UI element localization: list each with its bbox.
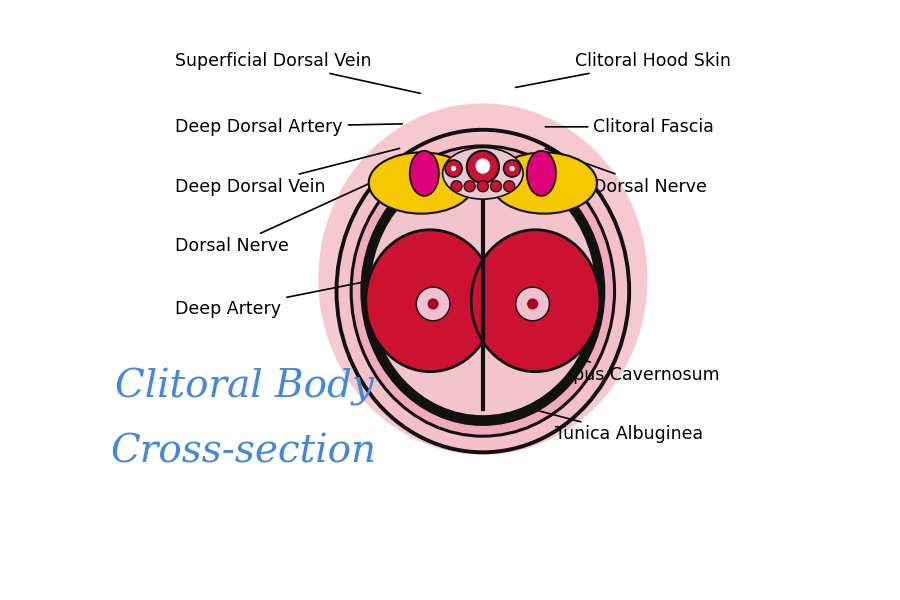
Ellipse shape (370, 167, 596, 415)
Text: Cross-section: Cross-section (111, 434, 377, 471)
Text: Tunica Albuginea: Tunica Albuginea (494, 399, 703, 443)
Text: Clitoral Hood Skin: Clitoral Hood Skin (516, 52, 732, 88)
Ellipse shape (475, 158, 491, 174)
Ellipse shape (319, 103, 647, 455)
Ellipse shape (337, 130, 629, 452)
Circle shape (417, 287, 450, 321)
Ellipse shape (351, 146, 615, 436)
Ellipse shape (369, 152, 474, 214)
Ellipse shape (443, 148, 523, 199)
Text: Deep Artery: Deep Artery (176, 274, 406, 318)
Circle shape (504, 181, 515, 192)
Circle shape (451, 181, 462, 192)
Text: Corpus Cavernosum: Corpus Cavernosum (508, 337, 719, 383)
Ellipse shape (471, 230, 600, 371)
Circle shape (516, 287, 549, 321)
Circle shape (446, 160, 462, 177)
Circle shape (509, 166, 515, 171)
Circle shape (464, 181, 475, 192)
Ellipse shape (467, 151, 499, 183)
Ellipse shape (491, 152, 597, 214)
Text: Dorsal Nerve: Dorsal Nerve (545, 149, 707, 196)
Ellipse shape (410, 151, 439, 196)
Ellipse shape (365, 230, 495, 371)
Ellipse shape (362, 157, 604, 425)
Text: Clitoral Fascia: Clitoral Fascia (545, 118, 715, 136)
Circle shape (527, 298, 538, 310)
Text: Superficial Dorsal Vein: Superficial Dorsal Vein (176, 52, 420, 94)
Text: Deep Dorsal Artery: Deep Dorsal Artery (176, 118, 402, 136)
Text: Deep Dorsal Vein: Deep Dorsal Vein (176, 148, 400, 196)
Circle shape (504, 160, 520, 177)
Circle shape (451, 166, 456, 171)
Text: Clitoral Body: Clitoral Body (114, 368, 374, 406)
Text: Dorsal Nerve: Dorsal Nerve (176, 171, 397, 255)
Circle shape (428, 298, 438, 310)
Ellipse shape (526, 151, 556, 196)
Circle shape (491, 181, 501, 192)
Circle shape (477, 181, 489, 192)
